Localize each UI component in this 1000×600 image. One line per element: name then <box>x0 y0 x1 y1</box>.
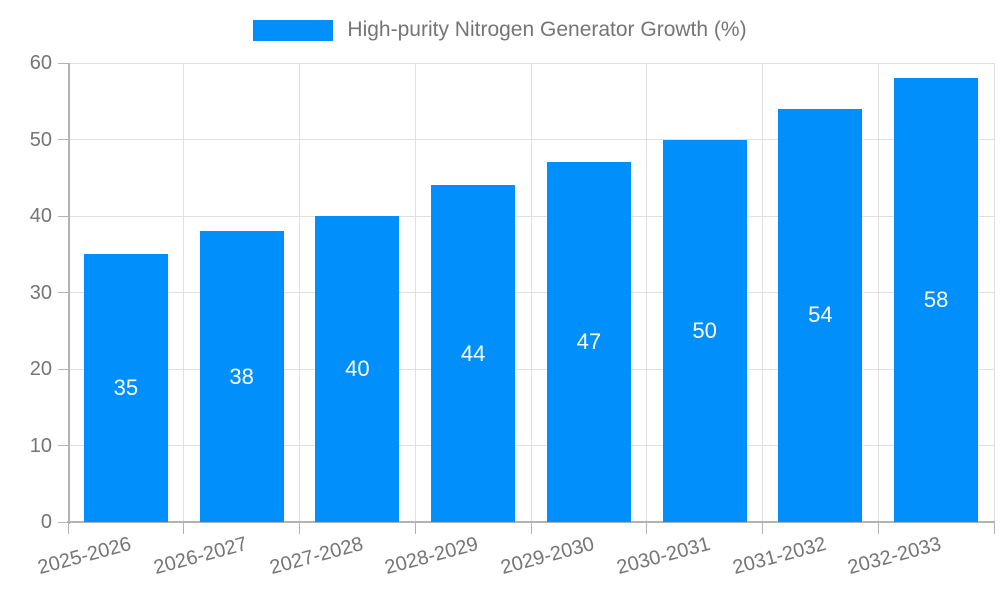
bar-value-label: 50 <box>692 317 717 343</box>
x-gridline <box>183 63 185 522</box>
x-axis-tick <box>299 522 300 534</box>
x-gridline <box>530 63 532 522</box>
x-axis-tick <box>762 522 763 534</box>
legend-swatch-icon <box>253 19 334 41</box>
x-axis-tick <box>530 522 532 534</box>
bar[interactable] <box>894 78 979 522</box>
y-axis-tick-label: 10 <box>29 434 52 457</box>
y-axis-tick-label: 60 <box>29 52 52 74</box>
y-axis-tick-label: 20 <box>29 358 52 380</box>
y-axis-tick-label: 50 <box>29 128 52 151</box>
bar-value-label: 58 <box>923 287 949 313</box>
x-axis-category-label: 2029-2030 <box>498 532 597 579</box>
y-axis-tick <box>58 139 68 140</box>
x-gridline <box>646 63 648 522</box>
y-axis-tick <box>58 368 68 370</box>
y-axis-line <box>68 63 70 524</box>
x-gridline <box>762 63 763 522</box>
bar-value-label: 47 <box>576 329 602 355</box>
legend[interactable]: High-purity Nitrogen Generator Growth (%… <box>0 18 1000 42</box>
x-axis-category-label: 2030-2031 <box>614 532 713 579</box>
x-gridline <box>877 63 879 522</box>
x-axis-tick <box>877 522 879 534</box>
bar[interactable] <box>546 162 631 522</box>
x-axis-tick <box>993 522 995 534</box>
bar[interactable] <box>431 185 516 522</box>
bar[interactable] <box>778 108 863 522</box>
bar-value-label: 40 <box>345 356 370 381</box>
bar-value-label: 35 <box>113 375 139 401</box>
x-axis-category-label: 2031-2032 <box>730 532 829 579</box>
x-gridline <box>993 63 995 522</box>
bar[interactable] <box>315 216 400 522</box>
x-axis-category-label: 2032-2033 <box>845 532 945 579</box>
y-axis-tick <box>58 292 68 293</box>
x-axis-category-label: 2028-2029 <box>382 532 482 579</box>
x-gridline <box>414 63 416 522</box>
y-axis-tick <box>58 62 68 64</box>
bar[interactable] <box>199 231 284 522</box>
x-axis-tick <box>67 522 69 534</box>
x-axis-category-label: 2027-2028 <box>267 532 366 579</box>
bar-value-label: 38 <box>229 363 254 389</box>
bar-value-label: 54 <box>808 302 833 328</box>
bar[interactable] <box>662 139 747 522</box>
y-axis-tick <box>58 215 68 217</box>
bar-value-label: 44 <box>460 340 486 366</box>
x-axis-category-label: 2025-2026 <box>35 532 134 579</box>
x-gridline <box>299 63 300 522</box>
x-axis-tick <box>183 522 185 534</box>
x-axis-tick <box>414 522 416 534</box>
x-axis-category-label: 2026-2027 <box>151 532 250 579</box>
x-axis-line <box>67 521 995 523</box>
plot-area: 0 10 20 30 40 50 60 35 2025-2026 38 2026-2027 40 202… <box>30 52 995 579</box>
y-axis-tick-label: 0 <box>40 511 52 533</box>
y-axis-tick <box>58 445 68 446</box>
legend-label: High-purity Nitrogen Generator Growth (%… <box>347 18 747 41</box>
y-axis-tick <box>58 521 68 523</box>
bar[interactable] <box>83 254 168 522</box>
x-axis-tick <box>646 522 648 534</box>
y-axis-tick-label: 30 <box>29 281 52 304</box>
y-axis-tick-label: 40 <box>29 205 52 227</box>
